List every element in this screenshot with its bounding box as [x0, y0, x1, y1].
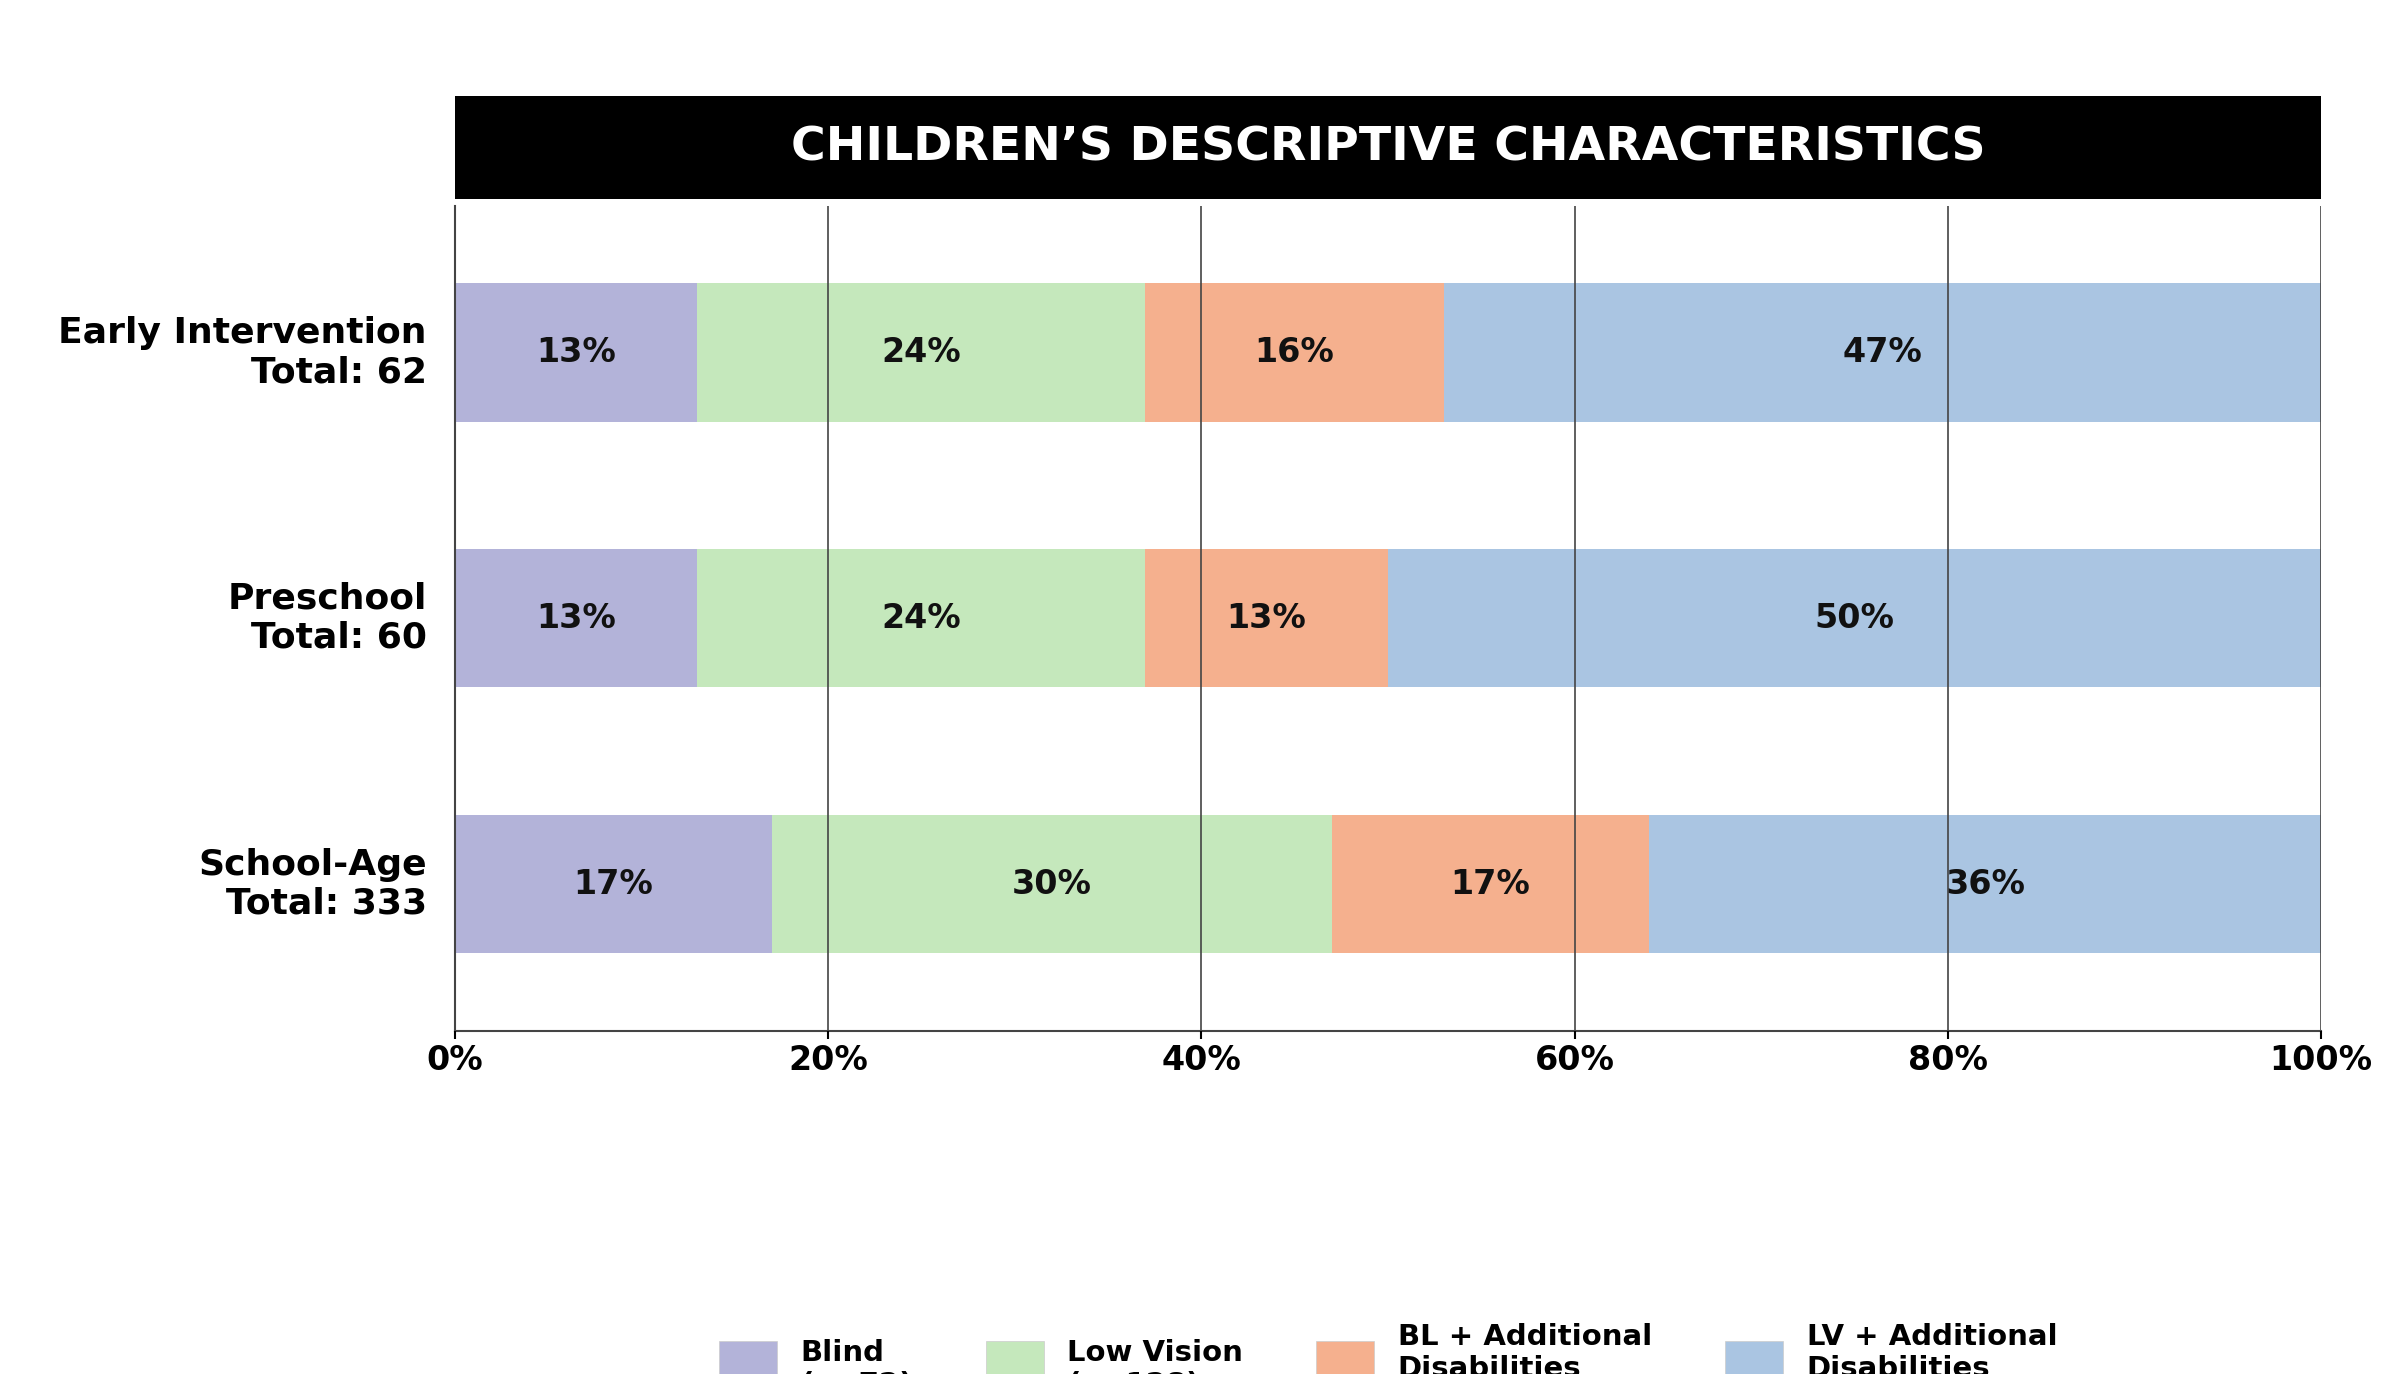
Text: 36%: 36% — [1946, 868, 2024, 901]
Bar — [773, 815, 1333, 954]
Text: 16%: 16% — [1254, 335, 1335, 368]
Bar — [1443, 283, 2321, 422]
Bar — [1649, 815, 2321, 954]
Bar — [455, 283, 696, 422]
Bar — [455, 815, 773, 954]
Text: School-Age
Total: 333: School-Age Total: 333 — [199, 848, 426, 921]
Text: Early Intervention
Total: 62: Early Intervention Total: 62 — [57, 316, 426, 389]
Text: 13%: 13% — [536, 602, 615, 635]
Bar — [1146, 550, 1388, 687]
Bar — [455, 550, 696, 687]
Text: 24%: 24% — [881, 335, 962, 368]
Text: 50%: 50% — [1814, 602, 1895, 635]
Text: 24%: 24% — [881, 602, 962, 635]
Bar — [696, 550, 1146, 687]
Text: Preschool
Total: 60: Preschool Total: 60 — [227, 581, 426, 655]
Text: 13%: 13% — [1228, 602, 1307, 635]
Bar — [1146, 283, 1443, 422]
Text: 47%: 47% — [1843, 335, 1922, 368]
Bar — [696, 283, 1146, 422]
Bar — [1388, 550, 2321, 687]
Text: 17%: 17% — [574, 868, 653, 901]
Text: 13%: 13% — [536, 335, 615, 368]
Text: 17%: 17% — [1450, 868, 1532, 901]
Legend: Blind
(n=72), Low Vision
(n=128), BL + Additional
Disabilities
(n=74), LV + Addi: Blind (n=72), Low Vision (n=128), BL + A… — [689, 1293, 2087, 1374]
Bar — [1333, 815, 1649, 954]
Text: CHILDREN’S DESCRIPTIVE CHARACTERISTICS: CHILDREN’S DESCRIPTIVE CHARACTERISTICS — [790, 125, 1986, 170]
Text: 30%: 30% — [1012, 868, 1091, 901]
